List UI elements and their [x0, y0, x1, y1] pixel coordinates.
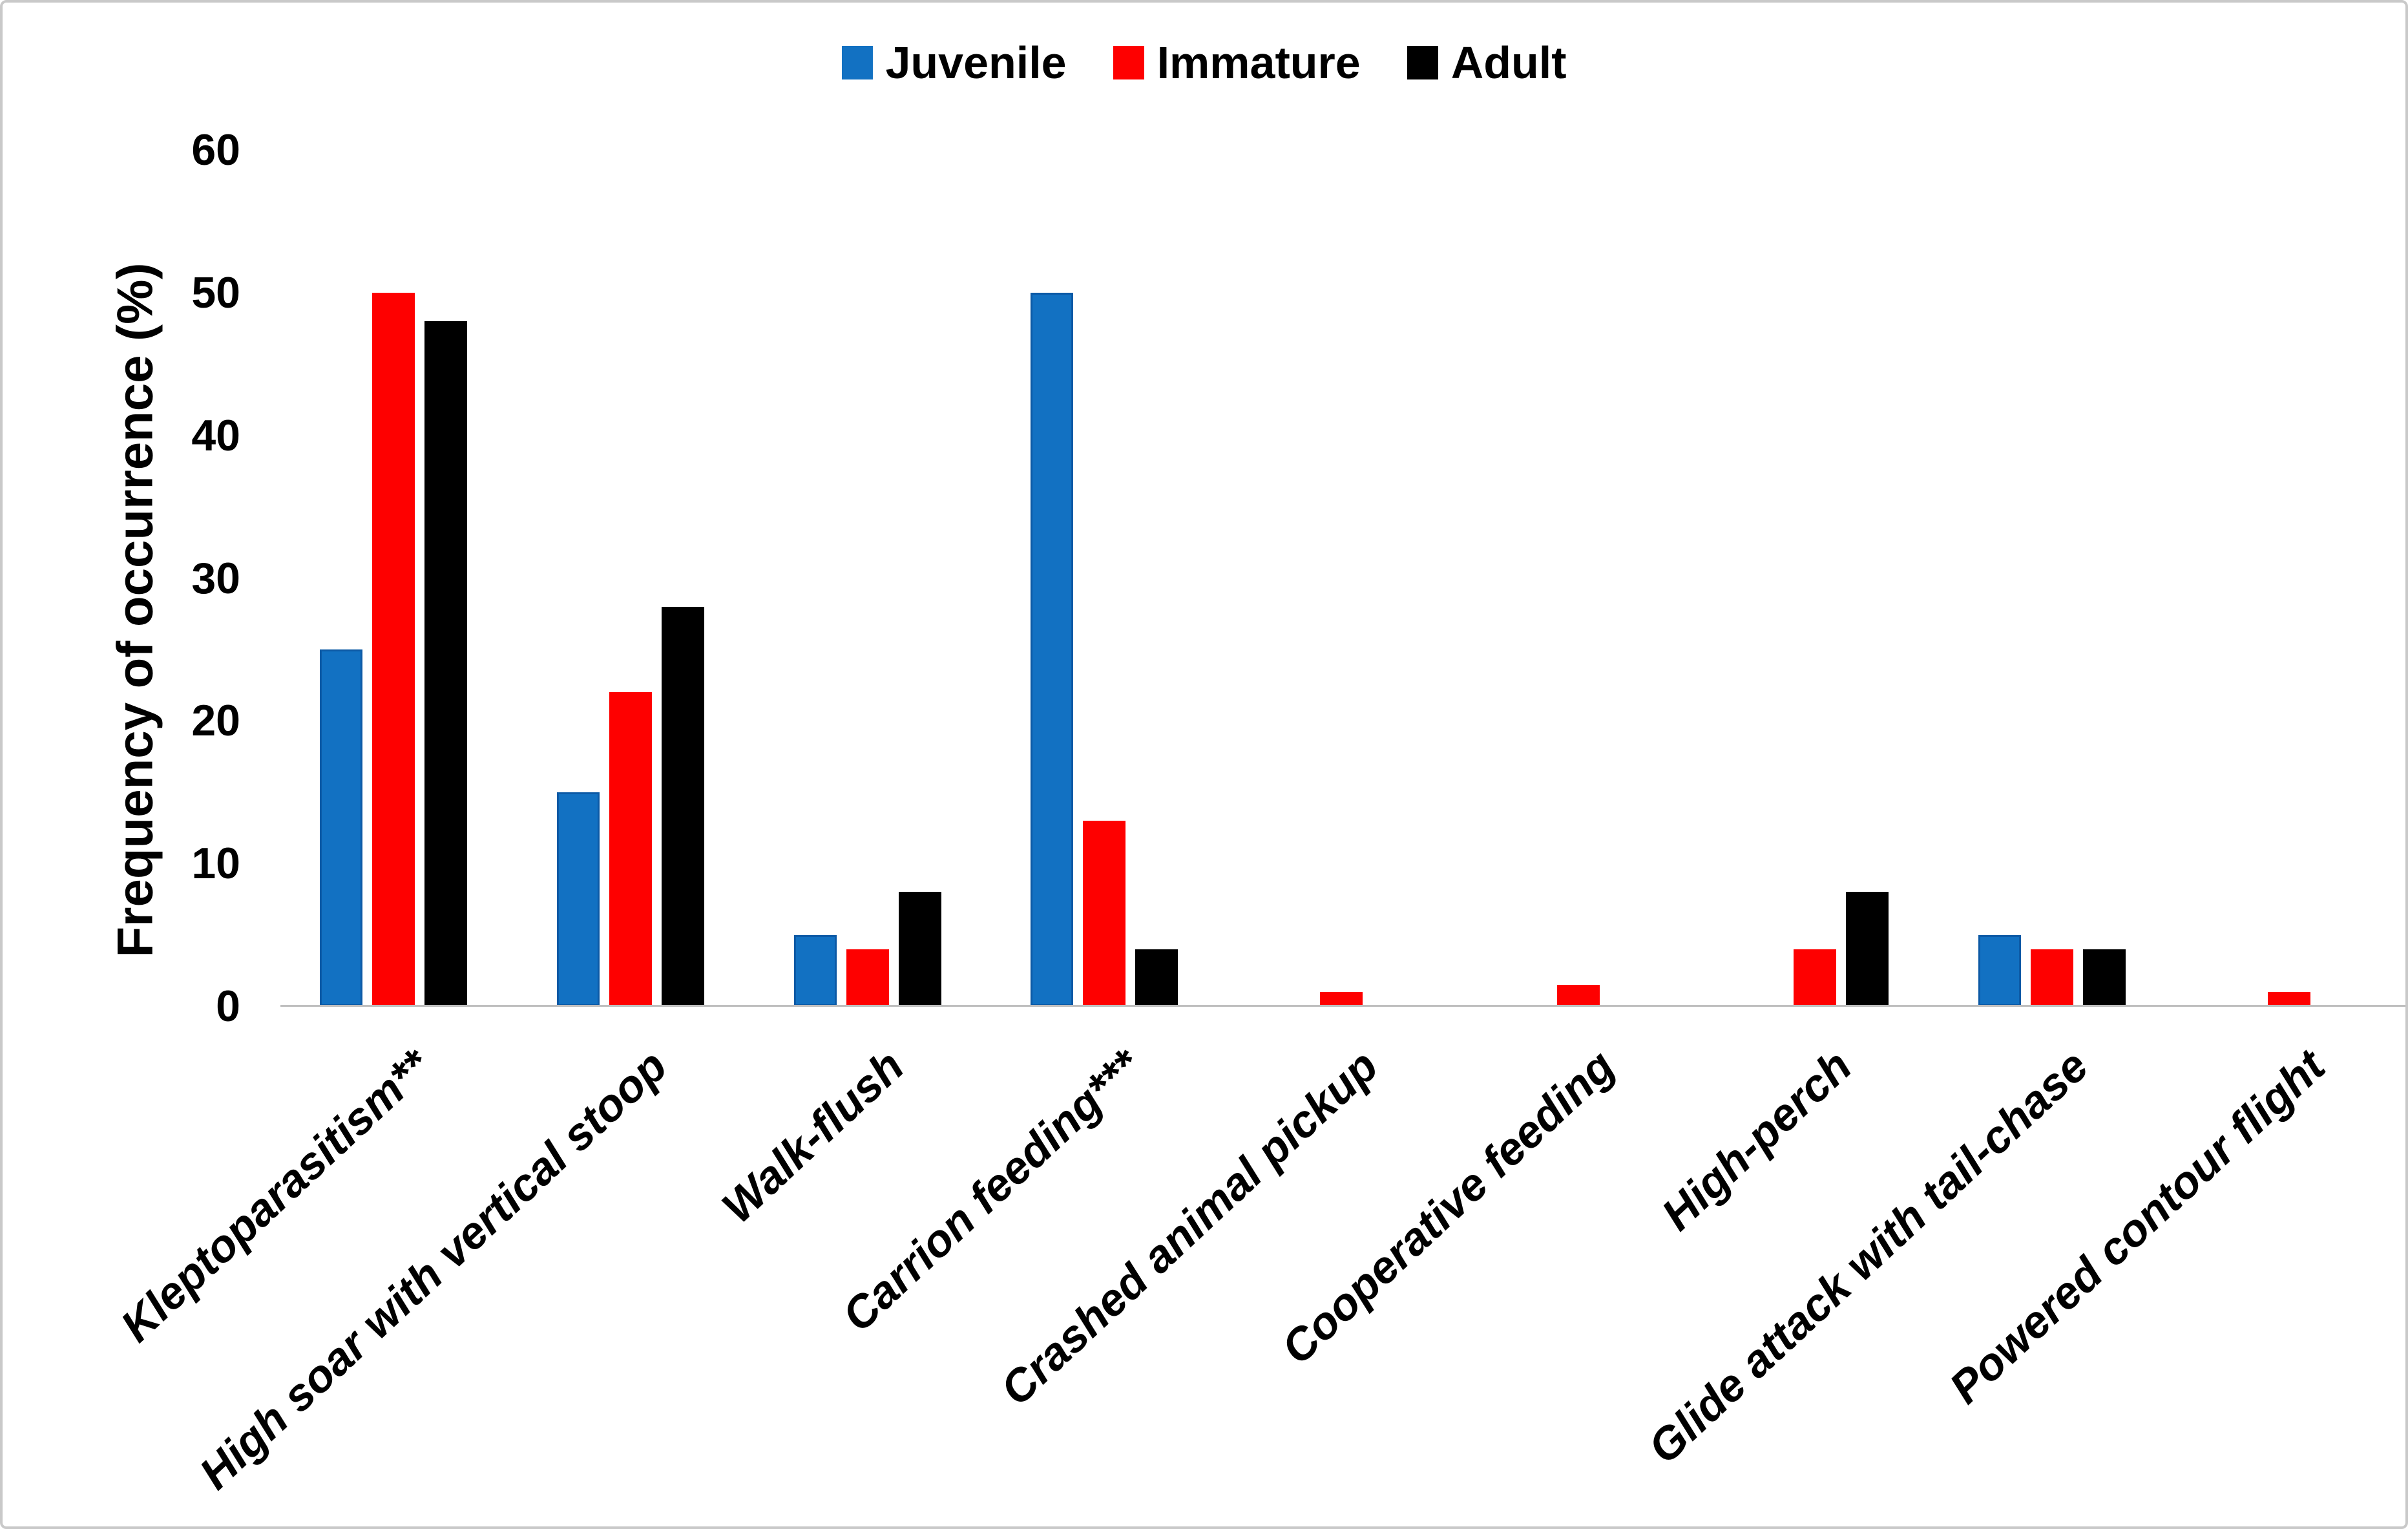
bar-group — [986, 150, 1223, 1006]
bar-juvenile — [1978, 934, 2022, 1006]
bar-immature — [1794, 949, 1837, 1006]
y-tick-label: 50 — [191, 268, 240, 317]
legend-swatch-immature — [1113, 46, 1144, 79]
legend-label: Immature — [1157, 37, 1361, 88]
bar-adult — [1846, 892, 1889, 1006]
y-tick-label: 20 — [191, 696, 240, 746]
legend-swatch-adult — [1407, 46, 1438, 79]
bar-immature — [846, 949, 889, 1006]
bar-juvenile — [557, 792, 600, 1006]
bar-group — [1223, 150, 1460, 1006]
x-axis-line — [280, 1005, 2405, 1007]
y-tick-label: 0 — [216, 982, 240, 1031]
bar-group — [1934, 150, 2171, 1006]
bar-adult — [662, 606, 704, 1006]
bar-group — [512, 150, 749, 1006]
y-tick-label: 10 — [191, 839, 240, 889]
legend-label: Juvenile — [885, 37, 1067, 88]
legend-label: Adult — [1450, 37, 1567, 88]
bar-adult — [898, 892, 941, 1006]
bar-immature — [1320, 991, 1363, 1006]
plot-area — [275, 150, 2405, 1006]
bar-juvenile — [1031, 292, 1074, 1006]
x-axis-label: Glide attack with tail-chase — [1638, 1040, 2098, 1473]
legend-item-adult: Adult — [1407, 40, 1567, 85]
x-axis-label: Walk-flush — [712, 1040, 914, 1233]
bar-group — [2170, 150, 2405, 1006]
bar-immature — [1556, 984, 1600, 1006]
bar-immature — [1083, 820, 1126, 1006]
bar-juvenile — [320, 649, 363, 1006]
bar-immature — [609, 692, 652, 1006]
bar-immature — [372, 292, 415, 1006]
bar-group — [1460, 150, 1697, 1006]
x-axis-label: High-perch — [1651, 1040, 1861, 1240]
bar-group — [749, 150, 986, 1006]
bar-adult — [1135, 949, 1178, 1006]
x-axis-label: Powered contour flight — [1940, 1040, 2335, 1413]
bar-adult — [2083, 949, 2126, 1006]
bar-adult — [424, 321, 468, 1006]
bar-group — [1697, 150, 1934, 1006]
y-tick-label: 30 — [191, 553, 240, 603]
legend-swatch-juvenile — [841, 46, 873, 79]
x-axis-label: High soar with vertical stoop — [189, 1040, 676, 1499]
legend: Juvenile Immature Adult — [841, 37, 1567, 88]
bar-immature — [2031, 949, 2074, 1006]
y-tick-label: 40 — [191, 410, 240, 460]
y-tick-label: 60 — [191, 125, 240, 174]
bar-juvenile — [793, 934, 837, 1006]
x-axis-label: Crashed animal pickup — [990, 1040, 1387, 1415]
legend-item-juvenile: Juvenile — [841, 37, 1067, 88]
legend-item-immature: Immature — [1113, 40, 1361, 85]
bar-group — [275, 150, 512, 1006]
bar-immature — [2267, 991, 2310, 1006]
